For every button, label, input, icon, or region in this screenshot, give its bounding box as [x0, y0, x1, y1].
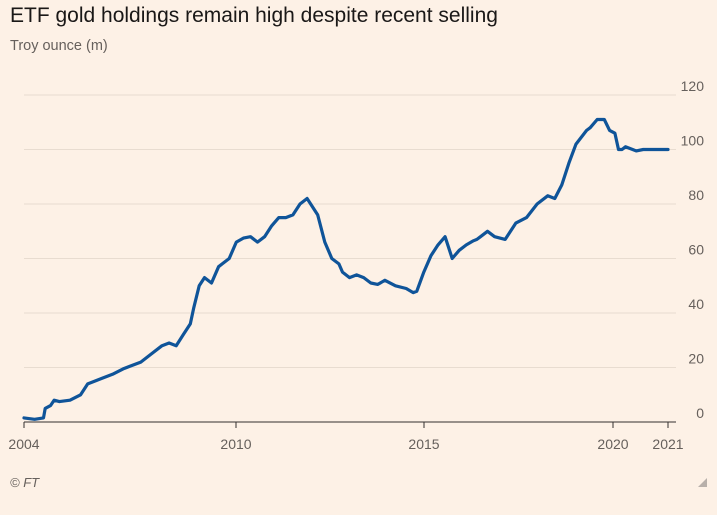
- resize-handle-icon[interactable]: [698, 478, 707, 487]
- x-tick-label: 2004: [8, 436, 39, 452]
- chart-subtitle: Troy ounce (m): [10, 38, 108, 54]
- x-tick-label: 2015: [408, 436, 439, 452]
- chart-title: ETF gold holdings remain high despite re…: [10, 4, 498, 27]
- y-tick-label: 100: [681, 133, 705, 149]
- y-tick-label: 120: [681, 78, 705, 94]
- source-credit: © FT: [10, 475, 40, 490]
- axis-layer: 0 20 40 60 80 100 120 2004 2010 2015 2020 2021: [8, 78, 704, 452]
- y-tick-label: 40: [688, 296, 704, 312]
- x-tick-label: 2021: [652, 436, 683, 452]
- y-tick-label: 0: [696, 405, 704, 421]
- x-tick-label: 2020: [597, 436, 628, 452]
- grid-layer: [24, 94, 676, 423]
- y-tick-label: 20: [688, 351, 704, 367]
- series-line-etf-gold-holdings: [22, 117, 670, 421]
- x-tick-label: 2010: [220, 436, 251, 452]
- y-tick-label: 60: [688, 242, 704, 258]
- y-tick-label: 80: [688, 187, 704, 203]
- series-layer: [22, 117, 670, 421]
